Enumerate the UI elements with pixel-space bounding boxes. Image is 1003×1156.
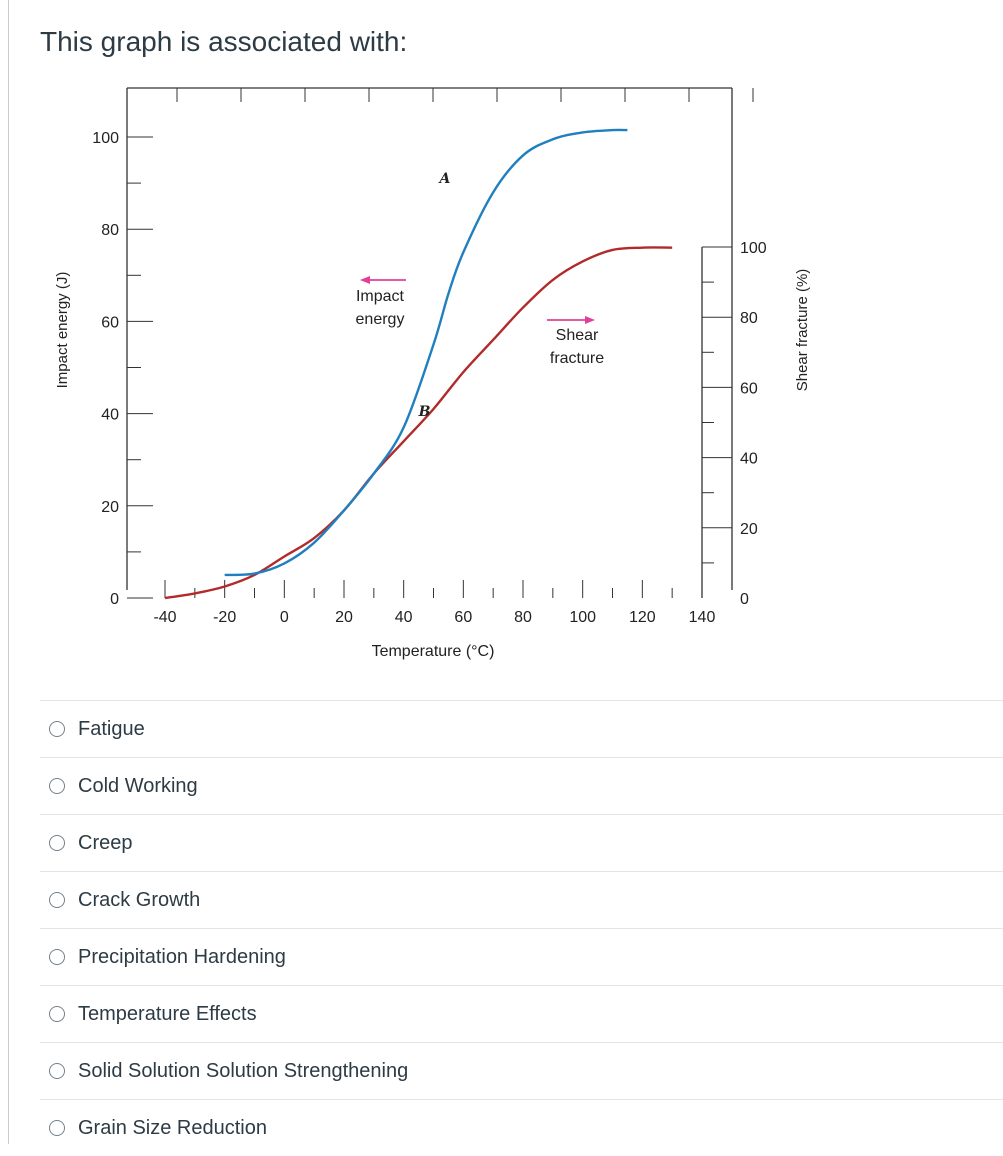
answer-label: Creep	[78, 831, 133, 854]
shear-fracture-annotation: Shear	[556, 327, 599, 344]
x-axis-tick-label: 80	[514, 609, 532, 626]
radio-button[interactable]	[49, 1006, 65, 1022]
x-axis-tick-label: 20	[335, 609, 353, 626]
answer-label: Temperature Effects	[78, 1002, 257, 1025]
answer-option[interactable]: Grain Size Reduction	[40, 1099, 1003, 1156]
left-axis-tick-label: 80	[101, 222, 119, 239]
right-axis-title: Shear fracture (%)	[794, 269, 810, 392]
answer-option[interactable]: Precipitation Hardening	[40, 928, 1003, 985]
radio-button[interactable]	[49, 835, 65, 851]
x-axis-tick-label: 40	[395, 609, 413, 626]
series-label-b: B	[418, 404, 431, 420]
answer-label: Grain Size Reduction	[78, 1116, 267, 1139]
answer-label: Solid Solution Solution Strengthening	[78, 1059, 409, 1082]
radio-button[interactable]	[49, 1063, 65, 1079]
x-axis-tick-label: -40	[153, 609, 176, 626]
radio-button[interactable]	[49, 892, 65, 908]
answer-option[interactable]: Cold Working	[40, 757, 1003, 814]
page-left-border	[8, 0, 9, 1144]
right-axis-tick-label: 80	[740, 310, 758, 327]
right-axis-tick-label: 100	[740, 240, 767, 257]
right-axis-tick-label: 40	[740, 451, 758, 468]
answer-label: Fatigue	[78, 717, 145, 740]
series-line-a	[224, 128, 628, 577]
x-axis-title: Temperature (°C)	[372, 643, 495, 660]
answer-option[interactable]: Creep	[40, 814, 1003, 871]
x-axis-tick-label: 120	[629, 609, 656, 626]
impact-energy-annotation: energy	[356, 311, 405, 328]
answer-option[interactable]: Temperature Effects	[40, 985, 1003, 1042]
left-axis-tick-label: 40	[101, 407, 119, 424]
shear-fracture-annotation: fracture	[550, 350, 604, 367]
radio-button[interactable]	[49, 778, 65, 794]
radio-button[interactable]	[49, 721, 65, 737]
right-axis-tick-label: 0	[740, 591, 749, 608]
shear-fracture-arrowhead	[585, 316, 595, 324]
x-axis-tick-label: 100	[569, 609, 596, 626]
answer-option[interactable]: Crack Growth	[40, 871, 1003, 928]
series-line-b	[164, 246, 673, 600]
left-axis-tick-label: 60	[101, 314, 119, 331]
radio-button[interactable]	[49, 1120, 65, 1136]
left-axis-tick-label: 100	[92, 130, 119, 147]
left-axis-title: Impact energy (J)	[54, 272, 71, 389]
answer-label: Crack Growth	[78, 888, 201, 911]
answer-option[interactable]: Fatigue	[40, 700, 1003, 757]
impact-energy-annotation: Impact	[356, 288, 405, 305]
answer-label: Precipitation Hardening	[78, 945, 286, 968]
left-axis-tick-label: 0	[110, 591, 119, 608]
x-axis-tick-label: -20	[213, 609, 236, 626]
impact-energy-arrowhead	[360, 276, 370, 284]
chart-svg: 0 20 40 60 80 100 -40 -20 0 20 40 60 80 100 120 140 0 20 4…	[54, 87, 810, 660]
radio-button[interactable]	[49, 949, 65, 965]
answer-option[interactable]: Solid Solution Solution Strengthening	[40, 1042, 1003, 1099]
series-label-a: A	[437, 171, 450, 187]
x-axis-tick-label: 140	[689, 609, 716, 626]
right-axis-tick-label: 20	[740, 521, 758, 538]
chart: 0 20 40 60 80 100 -40 -20 0 20 40 60 80 100 120 140 0 20 4…	[40, 80, 810, 680]
answer-label: Cold Working	[78, 774, 198, 797]
x-axis-tick-label: 0	[280, 609, 289, 626]
right-axis-tick-label: 60	[740, 380, 758, 397]
answer-list: Fatigue Cold Working Creep Crack Growth …	[40, 700, 1003, 1156]
x-axis-tick-label: 60	[454, 609, 472, 626]
left-axis-tick-label: 20	[101, 499, 119, 516]
question-text: This graph is associated with:	[40, 26, 408, 57]
